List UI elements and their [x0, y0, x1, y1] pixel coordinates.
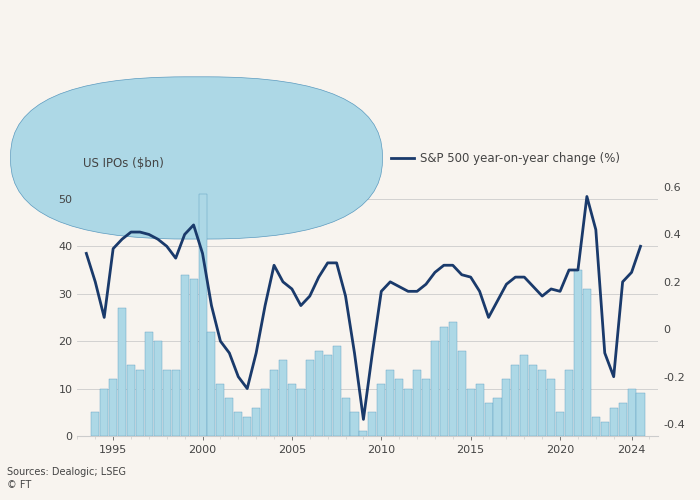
Bar — [136, 370, 144, 436]
Bar — [315, 350, 323, 436]
Bar — [216, 384, 225, 436]
Bar — [431, 341, 439, 436]
Bar — [154, 341, 162, 436]
Bar — [145, 332, 153, 436]
Bar — [100, 388, 108, 436]
Bar — [351, 412, 358, 436]
Bar — [458, 350, 466, 436]
Bar — [404, 388, 412, 436]
Bar — [163, 370, 171, 436]
Bar — [484, 403, 493, 436]
Bar — [422, 379, 430, 436]
Bar — [243, 417, 251, 436]
Bar — [127, 365, 135, 436]
Bar — [342, 398, 349, 436]
Bar — [225, 398, 233, 436]
Bar — [368, 412, 377, 436]
Bar — [395, 379, 403, 436]
Bar — [172, 370, 180, 436]
Bar — [288, 384, 296, 436]
Bar — [475, 384, 484, 436]
Bar — [592, 417, 600, 436]
Bar — [601, 422, 609, 436]
Bar — [190, 280, 197, 436]
Bar — [547, 379, 555, 436]
Bar — [512, 365, 519, 436]
Bar — [449, 322, 457, 436]
Bar — [628, 388, 636, 436]
Bar — [413, 370, 421, 436]
Bar — [467, 388, 475, 436]
Bar — [440, 327, 448, 436]
Bar — [199, 194, 206, 436]
Bar — [610, 408, 617, 436]
Bar — [538, 370, 546, 436]
Bar — [234, 412, 242, 436]
Bar — [529, 365, 538, 436]
Bar — [252, 408, 260, 436]
Bar — [494, 398, 501, 436]
Bar — [332, 346, 341, 436]
Bar — [619, 403, 626, 436]
Bar — [565, 370, 573, 436]
Bar — [636, 394, 645, 436]
Bar — [91, 412, 99, 436]
Bar — [583, 289, 591, 436]
Text: US IPOs ($bn): US IPOs ($bn) — [83, 157, 164, 170]
Text: Sources: Dealogic; LSEG
© FT: Sources: Dealogic; LSEG © FT — [7, 467, 126, 490]
Bar — [574, 270, 582, 436]
Bar — [306, 360, 314, 436]
Bar — [270, 370, 278, 436]
Bar — [181, 274, 189, 436]
FancyBboxPatch shape — [10, 77, 382, 239]
Bar — [261, 388, 269, 436]
Text: S&P 500 year-on-year change (%): S&P 500 year-on-year change (%) — [420, 152, 620, 164]
Bar — [297, 388, 305, 436]
Bar — [359, 431, 368, 436]
Bar — [118, 308, 126, 436]
Bar — [556, 412, 564, 436]
Bar — [207, 332, 216, 436]
Bar — [386, 370, 394, 436]
Bar — [503, 379, 510, 436]
Bar — [279, 360, 287, 436]
Bar — [323, 356, 332, 436]
Bar — [377, 384, 385, 436]
Bar — [520, 356, 528, 436]
Bar — [109, 379, 117, 436]
